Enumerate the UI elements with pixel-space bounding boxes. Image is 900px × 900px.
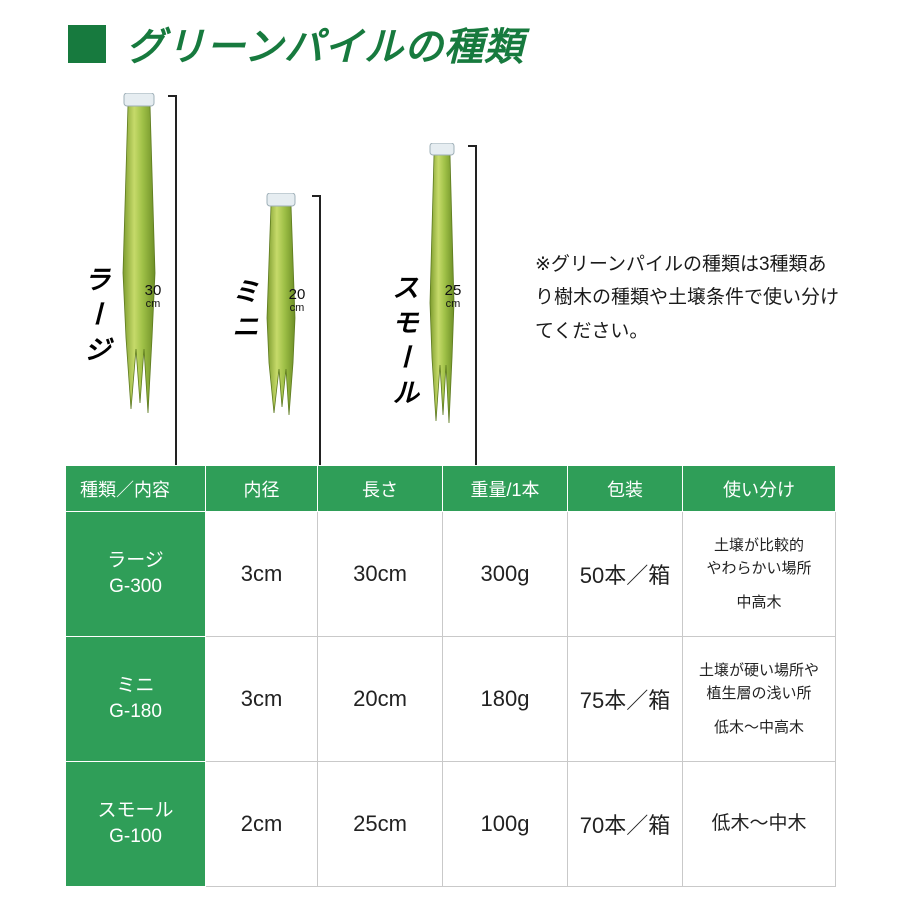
column-header-length: 長さ: [317, 465, 443, 512]
height-unit-large: cm: [145, 298, 161, 310]
cell-usage: 低木〜中木: [682, 761, 836, 887]
product-label-large: ラージ: [80, 265, 110, 370]
height-label-mini: 20 cm: [282, 287, 312, 314]
column-header-usage: 使い分け: [682, 465, 836, 512]
cell-length: 20cm: [317, 636, 443, 762]
height-value-small: 25: [444, 282, 462, 299]
table-header-row: 種類／内容 内径 長さ 重量/1本 包装 使い分け: [65, 465, 836, 512]
column-header-packaging: 包装: [567, 465, 683, 512]
table-row-mini: ミニ G-180 3cm 20cm 180g 75本／箱 土壌が硬い場所や 植生…: [65, 636, 836, 762]
height-label-large: 30 cm: [138, 283, 168, 310]
cell-usage: 土壌が比較的 やわらかい場所 中高木: [682, 511, 836, 637]
product-label-small: スモール: [388, 273, 418, 413]
green-pile-small-image: [429, 143, 455, 424]
height-unit-small: cm: [445, 298, 461, 310]
column-header-weight: 重量/1本: [442, 465, 568, 512]
green-pile-large-image: [122, 93, 156, 414]
row-header-mini: ミニ G-180: [65, 636, 206, 762]
measurement-bracket-large: [168, 95, 177, 503]
green-square-icon: [68, 25, 106, 63]
row-header-large: ラージ G-300: [65, 511, 206, 637]
cell-weight: 180g: [442, 636, 568, 762]
row-header-name: ラージ: [107, 550, 164, 572]
table-row-large: ラージ G-300 3cm 30cm 300g 50本／箱 土壌が比較的 やわら…: [65, 511, 836, 637]
height-value-large: 30: [144, 282, 162, 299]
usage-line: 土壌が比較的: [713, 537, 804, 555]
height-value-mini: 20: [288, 286, 306, 303]
usage-line: 低木〜中高木: [713, 718, 804, 736]
table-row-small: スモール G-100 2cm 25cm 100g 70本／箱 低木〜中木: [65, 761, 836, 887]
page-title: グリーンパイルの種類: [126, 26, 525, 69]
cell-length: 30cm: [317, 511, 443, 637]
cell-inner-diameter: 2cm: [205, 761, 318, 887]
column-header-type: 種類／内容: [65, 465, 206, 512]
measurement-bracket-mini: [312, 195, 321, 503]
product-figure: ラージ 30 cm ミニ: [0, 85, 900, 507]
cell-packaging: 70本／箱: [567, 761, 683, 887]
cell-packaging: 75本／箱: [567, 636, 683, 762]
height-unit-mini: cm: [289, 302, 305, 314]
cell-length: 25cm: [317, 761, 443, 887]
cell-weight: 300g: [442, 511, 568, 637]
usage-line: 低木〜中木: [711, 813, 807, 835]
usage-line: 中高木: [736, 593, 782, 611]
cell-weight: 100g: [442, 761, 568, 887]
row-header-model: G-300: [109, 576, 162, 597]
row-header-name: スモール: [97, 800, 174, 822]
cell-inner-diameter: 3cm: [205, 636, 318, 762]
product-label-mini: ミニ: [228, 277, 258, 347]
column-header-inner-diameter: 内径: [205, 465, 318, 512]
page-header: グリーンパイルの種類: [68, 16, 524, 72]
cell-usage: 土壌が硬い場所や 植生層の浅い所 低木〜中高木: [682, 636, 836, 762]
measurement-bracket-small: [468, 145, 477, 507]
green-pile-mini-image: [266, 193, 296, 416]
row-header-small: スモール G-100: [65, 761, 206, 887]
row-header-model: G-180: [109, 701, 162, 722]
usage-line: やわらかい場所: [706, 560, 812, 578]
usage-line: 土壌が硬い場所や: [698, 662, 819, 680]
cell-inner-diameter: 3cm: [205, 511, 318, 637]
cell-packaging: 50本／箱: [567, 511, 683, 637]
usage-line: 植生層の浅い所: [706, 685, 812, 703]
product-spec-table: 種類／内容 内径 長さ 重量/1本 包装 使い分け ラージ G-300 3cm …: [65, 465, 836, 887]
row-header-name: ミニ: [116, 675, 155, 697]
note-text: ※グリーンパイルの種類は3種類あり樹木の種類や土壌条件で使い分けてください。: [535, 254, 840, 342]
height-label-small: 25 cm: [438, 283, 468, 310]
row-header-model: G-100: [109, 826, 162, 847]
